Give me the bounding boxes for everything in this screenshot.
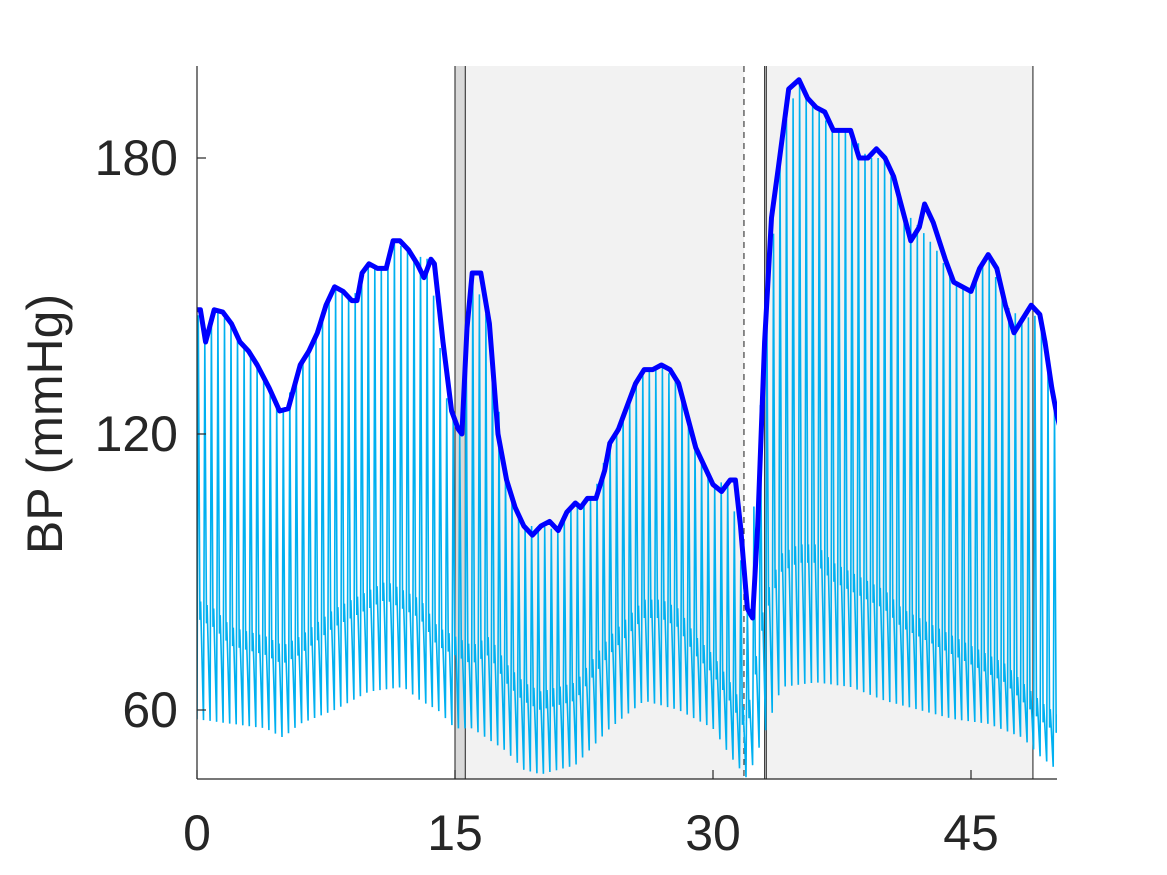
y-tick-label: 60	[122, 682, 178, 738]
y-tick-label: 120	[95, 406, 178, 462]
raw-bp-waveform	[197, 80, 1057, 778]
series-layer	[197, 77, 1057, 778]
x-tick-label: 15	[427, 805, 483, 861]
x-tick-label: 45	[943, 805, 999, 861]
x-tick-label: 0	[183, 805, 211, 861]
x-tick-label: 30	[685, 805, 741, 861]
tick-labels: 0 15 30 45 60 120 180	[95, 130, 999, 861]
axes	[196, 66, 1057, 780]
y-axis-label: BP (mmHg)	[17, 294, 73, 554]
y-tick-label: 180	[95, 130, 178, 186]
systolic-envelope-line	[197, 77, 1057, 621]
